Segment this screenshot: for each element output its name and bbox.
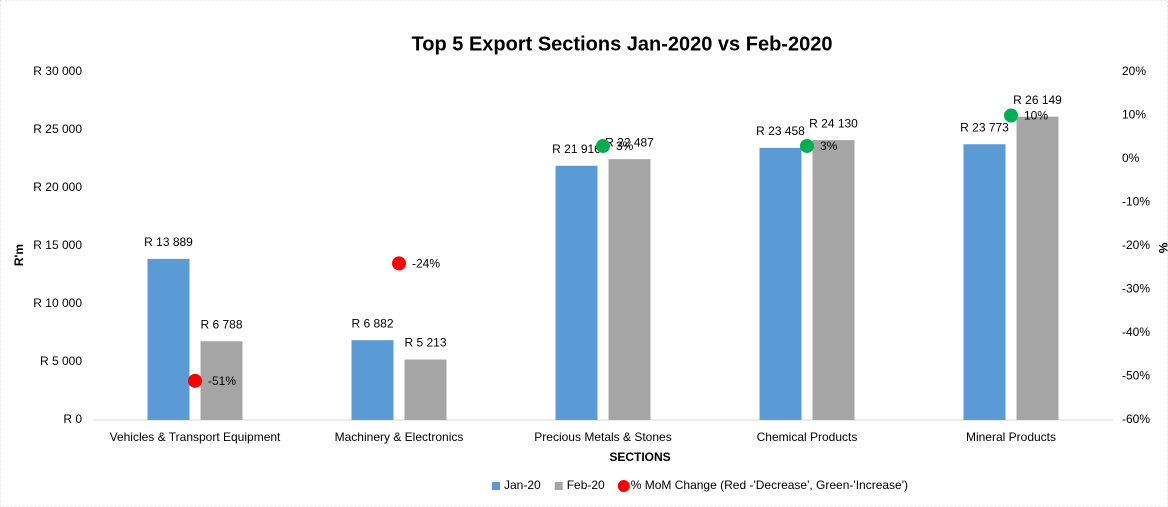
legend-label: Feb-20 <box>567 478 605 492</box>
scatter-point <box>392 256 406 271</box>
legend-marker <box>554 482 563 490</box>
x-tick-label: Machinery & Electronics <box>335 430 464 444</box>
chart-title: Top 5 Export Sections Jan-2020 vs Feb-20… <box>412 33 833 55</box>
scatter-point <box>800 138 814 153</box>
y2-tick-label: -10% <box>1122 195 1150 209</box>
y-tick-label: R 10 000 <box>33 296 82 310</box>
x-tick-label: Vehicles & Transport Equipment <box>110 430 281 444</box>
bar <box>200 341 243 420</box>
data-label: R 6 882 <box>351 316 393 330</box>
y-tick-label: R 5 000 <box>40 354 82 368</box>
y-tick-label: R 20 000 <box>33 180 82 194</box>
scatter-point <box>596 138 610 153</box>
y-tick-label: R 30 000 <box>33 64 82 78</box>
bar <box>963 144 1006 420</box>
legend-label: % MoM Change (Red -'Decrease', Green-'In… <box>631 478 908 492</box>
data-label: R 13 889 <box>144 235 193 249</box>
y2-tick-label: 20% <box>1122 64 1146 78</box>
bar <box>555 165 598 420</box>
y2-tick-label: -40% <box>1122 325 1150 339</box>
y2-tick-label: -30% <box>1122 282 1150 296</box>
bar <box>404 359 447 420</box>
data-label: R 6 788 <box>200 317 242 331</box>
y2-tick-label: -60% <box>1122 412 1150 426</box>
x-tick-label: Precious Metals & Stones <box>534 430 671 444</box>
legend-marker <box>492 482 500 490</box>
data-label: R 24 130 <box>809 116 858 130</box>
data-label: R 23 773 <box>960 120 1009 134</box>
data-label: 3% <box>820 139 838 153</box>
y2-tick-label: -50% <box>1122 369 1150 383</box>
x-tick-label: Mineral Products <box>966 430 1056 444</box>
y2-tick-label: 10% <box>1122 108 1146 122</box>
y2-tick-label: -20% <box>1122 238 1150 252</box>
y2-axis-title: % <box>1156 243 1168 254</box>
y-tick-label: R 0 <box>63 412 82 426</box>
data-label: 10% <box>1024 109 1048 123</box>
x-tick-label: Chemical Products <box>757 430 858 444</box>
legend-marker <box>617 480 630 492</box>
bar <box>759 147 802 420</box>
legend-label: Jan-20 <box>504 478 541 492</box>
x-axis-title: SECTIONS <box>609 450 670 464</box>
scatter-point <box>1004 108 1018 123</box>
data-label: R 5 213 <box>404 336 446 350</box>
y-tick-label: R 15 000 <box>33 238 82 252</box>
bar <box>812 140 855 421</box>
data-label: R 26 149 <box>1013 93 1062 107</box>
bar <box>608 159 651 420</box>
y2-tick-label: 0% <box>1122 151 1140 165</box>
data-label: R 22 487 <box>605 135 654 149</box>
scatter-point <box>188 373 202 388</box>
data-label: -24% <box>412 257 440 271</box>
bar <box>147 258 190 420</box>
y-tick-label: R 25 000 <box>33 122 82 136</box>
y-axis-title: R'm <box>12 244 26 266</box>
bar <box>1016 116 1059 420</box>
data-label: R 23 458 <box>756 124 805 138</box>
bar <box>351 340 394 420</box>
data-label: -51% <box>208 374 236 388</box>
data-label: 3% <box>616 139 634 153</box>
data-label: R 21 916 <box>552 142 601 156</box>
